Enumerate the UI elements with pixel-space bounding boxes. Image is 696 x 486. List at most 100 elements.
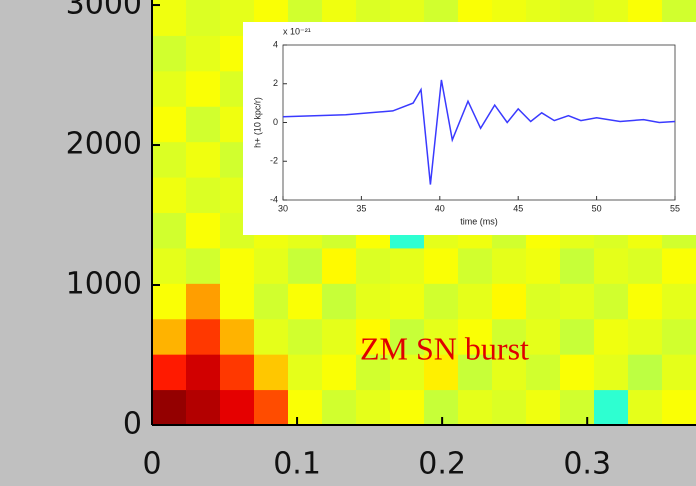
inset-x-label: time (ms): [460, 216, 498, 226]
heat-cell: [220, 389, 255, 426]
heat-cell: [526, 247, 561, 284]
heat-cell: [594, 247, 629, 284]
heat-cell: [390, 318, 425, 355]
heat-cell: [152, 389, 187, 426]
inset-x-tick-label: 35: [356, 203, 366, 213]
inset-chart: 30 35 40 45 50 55 -4 -2 0 2 4 time (ms) h+ (10 kpc/r…: [252, 26, 680, 226]
heat-cell: [152, 141, 187, 178]
heat-cell: [560, 354, 595, 391]
inset-x-tick-label: 40: [435, 203, 445, 213]
heat-cell: [492, 389, 527, 426]
heat-cell: [220, 318, 255, 355]
heat-cell: [356, 354, 391, 391]
heat-cell: [322, 283, 357, 320]
heat-cell: [424, 318, 459, 355]
heat-cell: [186, 212, 221, 249]
heat-cell: [254, 247, 289, 284]
heat-cell: [594, 389, 629, 426]
heat-cell: [288, 247, 323, 284]
heat-cell: [322, 247, 357, 284]
heat-cell: [628, 318, 663, 355]
heat-cell: [322, 318, 357, 355]
heat-cell: [254, 354, 289, 391]
heat-cell: [560, 389, 595, 426]
heat-cell: [186, 354, 221, 391]
inset-x-tick-label: 30: [278, 203, 288, 213]
heat-cell: [424, 283, 459, 320]
heat-cell: [220, 247, 255, 284]
heat-cell: [186, 106, 221, 143]
inset-x-tick-label: 50: [592, 203, 602, 213]
heat-cell: [152, 318, 187, 355]
heat-cell: [152, 212, 187, 249]
inset-y-tick-label: 2: [273, 78, 278, 88]
heat-cell: [560, 318, 595, 355]
x-tick-label: 0.3: [563, 447, 611, 482]
heat-cell: [492, 354, 527, 391]
heat-cell: [458, 318, 493, 355]
heat-cell: [662, 389, 696, 426]
annotation: ZM SN burst: [360, 330, 529, 366]
heat-cell: [152, 70, 187, 107]
heat-cell: [288, 389, 323, 426]
heat-cell: [186, 141, 221, 178]
y-tick-label: 2000: [66, 127, 142, 162]
heat-cell: [322, 389, 357, 426]
heat-cell: [628, 247, 663, 284]
inset-y-tick-label: 4: [273, 39, 278, 49]
x-tick-label: 0: [142, 447, 161, 482]
heat-cell: [152, 106, 187, 143]
heat-cell: [526, 354, 561, 391]
heat-cell: [186, 318, 221, 355]
heat-cell: [492, 247, 527, 284]
heat-cell: [458, 247, 493, 284]
heat-cell: [662, 283, 696, 320]
heat-cell: [594, 354, 629, 391]
heat-cell: [492, 318, 527, 355]
main-axes: 0 0.1 0.2 0.3 0 1000 2000 3000 ZM SN burst: [66, 0, 696, 482]
inset-y-tick-label: -2: [270, 156, 278, 166]
heat-cell: [628, 283, 663, 320]
heat-cell: [662, 354, 696, 391]
heat-cell: [152, 283, 187, 320]
inset-y-tick-label: 0: [273, 117, 278, 127]
heat-cell: [356, 247, 391, 284]
heat-cell: [424, 247, 459, 284]
heat-cell: [594, 283, 629, 320]
y-tick-label: 0: [123, 407, 142, 442]
heat-cell: [526, 318, 561, 355]
heat-cell: [288, 354, 323, 391]
inset-line: [282, 79, 676, 185]
heat-cell: [288, 318, 323, 355]
x-tick-label: 0.2: [418, 447, 466, 482]
x-tick-label: 0.1: [273, 447, 321, 482]
heat-cell: [288, 283, 323, 320]
heat-cell: [186, 35, 221, 72]
heat-cell: [560, 283, 595, 320]
heat-cell: [594, 318, 629, 355]
inset-y-tick-label: -4: [270, 194, 278, 204]
heat-cell: [186, 0, 221, 36]
heat-cell: [186, 247, 221, 284]
heat-cell: [186, 389, 221, 426]
inset-exponent: x 10⁻²¹: [283, 26, 311, 36]
heat-cell: [458, 354, 493, 391]
heat-cell: [424, 354, 459, 391]
heat-cell: [390, 283, 425, 320]
heat-cell: [220, 283, 255, 320]
y-tick-label: 3000: [66, 0, 142, 22]
heat-cell: [560, 247, 595, 284]
heat-cell: [152, 35, 187, 72]
heat-cell: [254, 389, 289, 426]
heat-cell: [152, 177, 187, 213]
heat-cell: [628, 354, 663, 391]
heat-cell: [220, 354, 255, 391]
heat-cell: [356, 389, 391, 426]
heat-cell: [390, 247, 425, 284]
heat-cell: [492, 283, 527, 320]
heat-cell: [662, 318, 696, 355]
heat-cell: [186, 70, 221, 107]
heat-cell: [390, 389, 425, 426]
heat-cell: [356, 318, 391, 355]
